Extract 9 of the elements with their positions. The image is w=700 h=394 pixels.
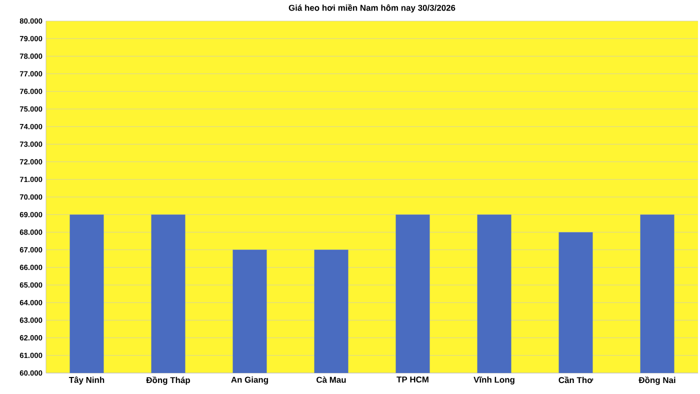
x-tick-label: Vĩnh Long <box>474 376 514 384</box>
x-tick-label: TP HCM <box>396 376 428 383</box>
x-tick-label: Cần Thơ <box>558 376 594 384</box>
x-tick-label: Đồng Tháp <box>146 376 190 385</box>
x-tick-label: Đồng Nai <box>638 376 676 385</box>
x-tick-label: Tây Ninh <box>68 376 104 385</box>
x-tick-label: Cà Mau <box>316 376 346 383</box>
x-tick-label: An Giang <box>231 376 268 384</box>
chart-title: Giá heo hơi miền Nam hôm nay 30/3/2026 <box>288 4 456 12</box>
